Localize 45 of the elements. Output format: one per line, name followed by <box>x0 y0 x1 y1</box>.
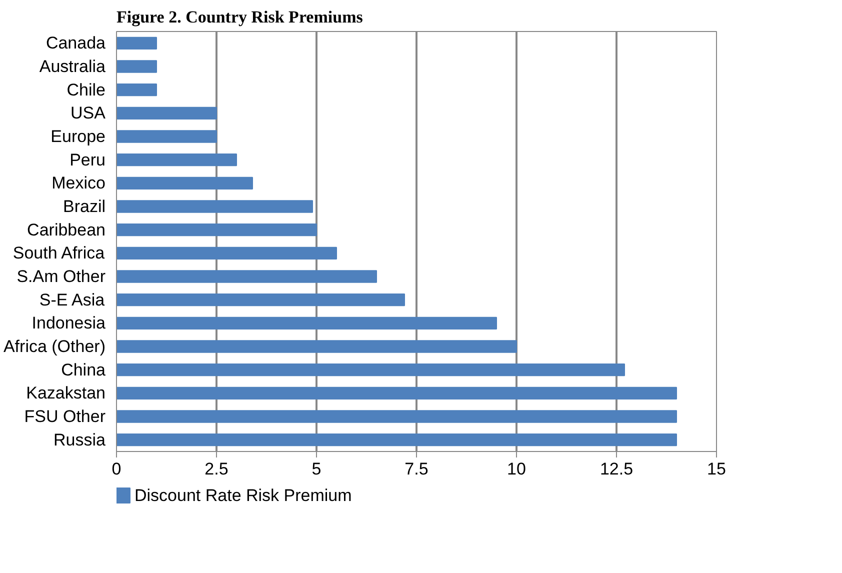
y-tick-label: Brazil <box>62 197 106 216</box>
x-tick-label: 12.5 <box>600 460 634 478</box>
chart-title: Figure 2. Country Risk Premiums <box>116 8 364 26</box>
y-tick-label: USA <box>70 104 106 123</box>
y-tick-label: Canada <box>46 34 106 53</box>
y-tick-label: Kazakstan <box>26 384 106 403</box>
bar <box>116 84 157 96</box>
y-tick-label: Russia <box>54 430 106 450</box>
bar <box>116 130 217 143</box>
y-tick-label: Europe <box>50 127 106 146</box>
y-tick-label: FSU Other <box>24 407 106 426</box>
bar <box>116 270 377 283</box>
y-tick-label: Australia <box>39 57 106 76</box>
bar <box>116 154 237 166</box>
bar <box>116 434 677 446</box>
bar <box>116 294 405 306</box>
bar <box>116 340 517 353</box>
bar <box>116 246 337 260</box>
bar <box>116 224 317 236</box>
x-tick-label: 2.5 <box>204 460 228 478</box>
y-tick-label: Indonesia <box>32 314 106 333</box>
bar <box>116 386 677 400</box>
y-tick-label: Caribbean <box>27 220 106 240</box>
bar <box>116 364 625 376</box>
y-tick-label: South Africa <box>12 244 106 263</box>
x-tick-label: 5 <box>312 460 322 478</box>
bar <box>116 316 497 330</box>
y-tick-label: Chile <box>66 80 106 100</box>
x-tick-label: 15 <box>707 460 726 478</box>
bar <box>116 410 677 423</box>
y-tick-label: Peru <box>70 150 106 170</box>
y-tick-label: Africa (Other) <box>3 337 106 356</box>
legend-label: Discount Rate Risk Premium <box>134 486 352 505</box>
bar <box>116 36 157 50</box>
y-tick-label: Mexico <box>52 174 106 193</box>
y-tick-label: S.Am Other <box>16 267 106 286</box>
x-tick-label: 10 <box>507 460 526 478</box>
bar <box>116 200 313 213</box>
bar <box>116 60 157 73</box>
bar <box>116 106 217 120</box>
y-tick-label: China <box>61 360 106 380</box>
bar <box>116 176 253 190</box>
x-tick-label: 7.5 <box>404 460 428 478</box>
y-tick-label: S-E Asia <box>39 290 106 310</box>
x-tick-label: 0 <box>112 460 122 478</box>
